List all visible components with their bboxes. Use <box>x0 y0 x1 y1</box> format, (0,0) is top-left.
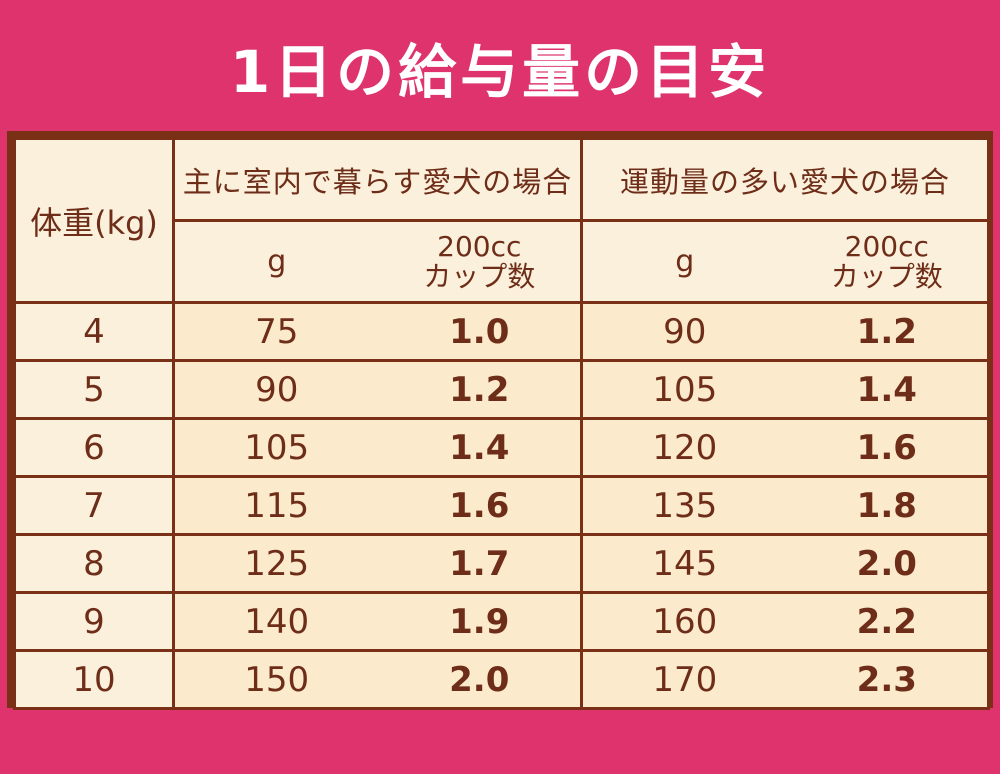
weight-cell: 5 <box>13 359 175 420</box>
indoor-cups-cell: 1.2 <box>378 359 584 420</box>
weight-cell: 8 <box>13 533 175 594</box>
cup-count-label: カップ数 <box>830 259 943 293</box>
active-cups-cell: 1.6 <box>786 417 991 478</box>
cup-size-label: 200cc <box>844 229 929 263</box>
active-cups-cell: 2.0 <box>786 533 991 594</box>
indoor-cups-cell: 1.0 <box>378 301 584 362</box>
active-grams-cell: 105 <box>580 359 787 420</box>
active-cups-header: 200cc カップ数 <box>786 219 991 304</box>
indoor-grams-cell: 105 <box>172 417 379 478</box>
weight-cell: 9 <box>13 591 175 652</box>
active-grams-cell: 90 <box>580 301 787 362</box>
active-cups-cell: 1.8 <box>786 475 991 536</box>
cup-count-label: カップ数 <box>423 259 536 293</box>
indoor-cups-cell: 1.6 <box>378 475 584 536</box>
weight-cell: 6 <box>13 417 175 478</box>
table-row: 10 150 2.0 170 2.3 <box>13 649 991 710</box>
active-cups-cell: 2.3 <box>786 649 991 710</box>
table-row: 7 115 1.6 135 1.8 <box>13 475 991 536</box>
active-cups-cell: 1.4 <box>786 359 991 420</box>
indoor-grams-cell: 125 <box>172 533 379 594</box>
indoor-cups-header: 200cc カップ数 <box>378 219 584 304</box>
indoor-grams-cell: 150 <box>172 649 379 710</box>
indoor-grams-cell: 75 <box>172 301 379 362</box>
indoor-cups-cell: 2.0 <box>378 649 584 710</box>
table-row: 8 125 1.7 145 2.0 <box>13 533 991 594</box>
weight-header: 体重(kg) <box>13 137 175 304</box>
page-title: 1日の給与量の目安 <box>229 38 771 106</box>
feeding-table: 体重(kg) 主に室内で暮らす愛犬の場合 運動量の多い愛犬の場合 g 200cc… <box>13 137 991 710</box>
active-grams-cell: 145 <box>580 533 787 594</box>
indoor-cups-cell: 1.7 <box>378 533 584 594</box>
table-row: 9 140 1.9 160 2.2 <box>13 591 991 652</box>
active-cups-cell: 1.2 <box>786 301 991 362</box>
active-grams-cell: 120 <box>580 417 787 478</box>
indoor-grams-cell: 90 <box>172 359 379 420</box>
active-grams-cell: 170 <box>580 649 787 710</box>
feeding-guide-table: 体重(kg) 主に室内で暮らす愛犬の場合 運動量の多い愛犬の場合 g 200cc… <box>7 131 993 710</box>
weight-cell: 10 <box>13 649 175 710</box>
table-row: 6 105 1.4 120 1.6 <box>13 417 991 478</box>
indoor-grams-cell: 115 <box>172 475 379 536</box>
active-group-header: 運動量の多い愛犬の場合 <box>580 137 991 222</box>
indoor-cups-cell: 1.9 <box>378 591 584 652</box>
active-grams-header: g <box>580 219 787 304</box>
table-row: 4 75 1.0 90 1.2 <box>13 301 991 362</box>
weight-cell: 4 <box>13 301 175 362</box>
indoor-group-header: 主に室内で暮らす愛犬の場合 <box>171 137 584 222</box>
active-grams-cell: 160 <box>580 591 787 652</box>
table-row: 5 90 1.2 105 1.4 <box>13 359 991 420</box>
active-cups-cell: 2.2 <box>786 591 991 652</box>
weight-cell: 7 <box>13 475 175 536</box>
active-grams-cell: 135 <box>580 475 787 536</box>
indoor-grams-cell: 140 <box>172 591 379 652</box>
indoor-cups-cell: 1.4 <box>378 417 584 478</box>
indoor-grams-header: g <box>172 219 379 304</box>
cup-size-label: 200cc <box>437 229 522 263</box>
